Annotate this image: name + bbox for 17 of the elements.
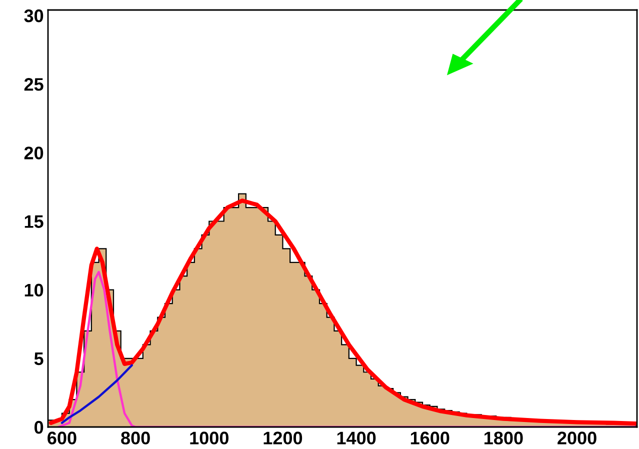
line-series xyxy=(60,364,133,424)
line-series xyxy=(57,270,637,427)
y-tick-label: 30 xyxy=(24,9,44,22)
y-tick-label: 0 xyxy=(34,420,44,434)
x-tick-label: 600 xyxy=(48,432,76,444)
x-tick-label: 2000 xyxy=(558,432,596,444)
x-tick-label: 1800 xyxy=(484,432,523,444)
x-tick-label: 1600 xyxy=(410,432,450,444)
x-tick-label: 1000 xyxy=(190,432,228,444)
y-tick-label: 15 xyxy=(24,215,44,228)
y-tick-label: 25 xyxy=(24,78,44,91)
x-tick-label: 1400 xyxy=(337,432,376,444)
x-tick-label: 1200 xyxy=(264,432,302,444)
x-tick-label: 800 xyxy=(121,432,150,444)
y-tick-label: 5 xyxy=(34,352,44,366)
y-tick-label: 10 xyxy=(24,284,44,297)
y-tick-label: 20 xyxy=(24,146,44,160)
